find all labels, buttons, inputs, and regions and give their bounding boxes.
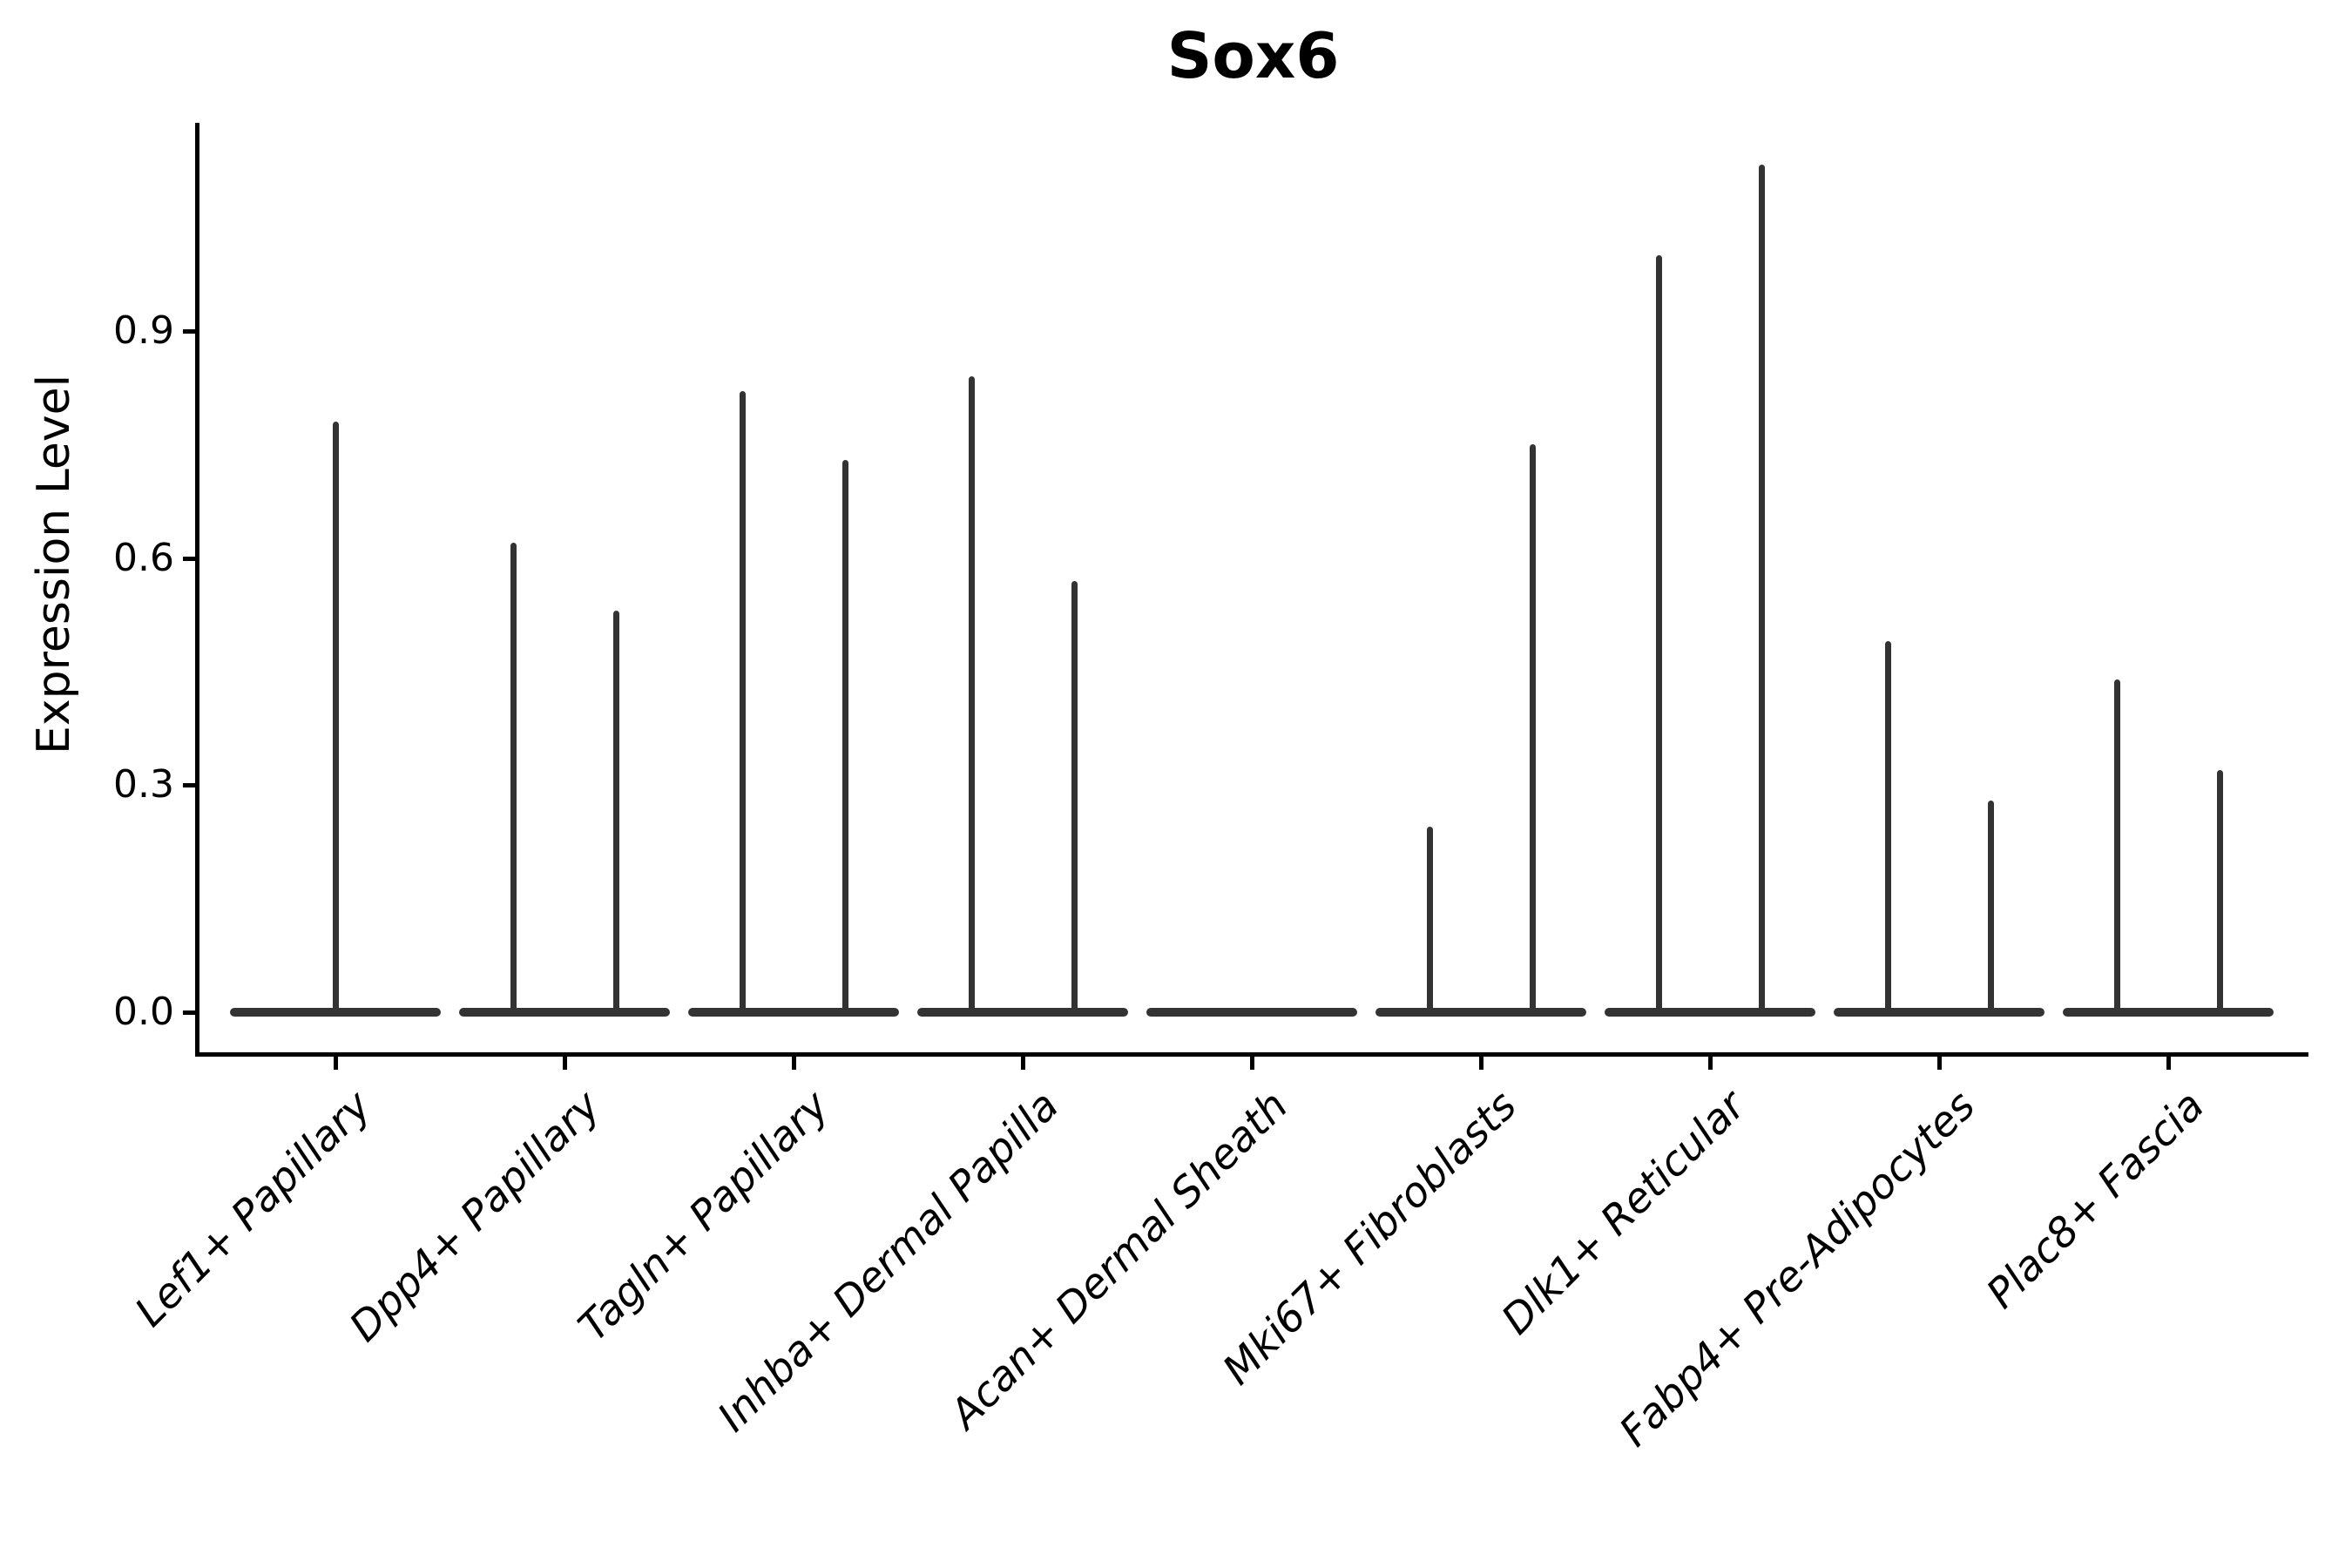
- violin-spike: [510, 543, 517, 1015]
- violin-spike: [1071, 580, 1078, 1015]
- chart-title: Sox6: [1166, 19, 1340, 92]
- violin-base: [1834, 1008, 2044, 1017]
- y-tick-label: 0.9: [113, 308, 174, 353]
- x-tick-mark: [1479, 1055, 1484, 1070]
- x-tick-mark: [1937, 1055, 1942, 1070]
- x-tick-mark: [1021, 1055, 1025, 1070]
- violin-spike: [1987, 800, 1994, 1015]
- violin-spike: [332, 422, 339, 1015]
- y-tick-mark: [183, 328, 197, 334]
- y-axis-label: Expression Level: [28, 374, 80, 755]
- violin-base: [2063, 1008, 2274, 1017]
- violin-spike: [968, 376, 975, 1015]
- x-tick-mark: [563, 1055, 567, 1070]
- violin-spike: [2113, 679, 2120, 1015]
- y-axis-line: [195, 123, 199, 1057]
- y-tick-label: 0.0: [113, 990, 174, 1034]
- x-tick-mark: [1708, 1055, 1713, 1070]
- y-tick-label: 0.3: [113, 762, 174, 808]
- violin-base: [688, 1008, 899, 1017]
- x-tick-mark: [1250, 1055, 1254, 1070]
- violin-base: [459, 1008, 670, 1017]
- violin-base: [1146, 1008, 1357, 1017]
- violin-spike: [612, 611, 619, 1015]
- x-tick-mark: [334, 1055, 338, 1070]
- violin-spike: [841, 459, 848, 1015]
- violin-spike: [1758, 164, 1765, 1015]
- violin-spike: [1426, 827, 1433, 1015]
- violin-spike: [1884, 641, 1891, 1015]
- violin-spike: [1655, 255, 1662, 1015]
- x-tick-label: Plac8+ Fascia: [1977, 1081, 2213, 1318]
- violin-base: [1605, 1008, 1815, 1017]
- violin-spike: [2216, 769, 2223, 1015]
- x-tick-mark: [2166, 1055, 2171, 1070]
- violin-spike: [1529, 444, 1536, 1015]
- y-tick-mark: [183, 556, 197, 561]
- violin-base: [917, 1008, 1128, 1017]
- x-tick-label: Tagln+ Papillary: [569, 1081, 839, 1351]
- x-tick-mark: [792, 1055, 796, 1070]
- violin-base: [1375, 1008, 1586, 1017]
- x-tick-label: Dpp4+ Papillary: [340, 1081, 610, 1352]
- x-axis-line: [195, 1052, 2308, 1057]
- y-tick-mark: [183, 1010, 197, 1015]
- x-tick-label: Dlk1+ Reticular: [1492, 1081, 1755, 1344]
- y-tick-label: 0.6: [113, 535, 174, 580]
- y-tick-mark: [183, 783, 197, 788]
- violin-spike: [739, 391, 746, 1015]
- x-tick-label: Lef1+ Papillary: [125, 1081, 381, 1336]
